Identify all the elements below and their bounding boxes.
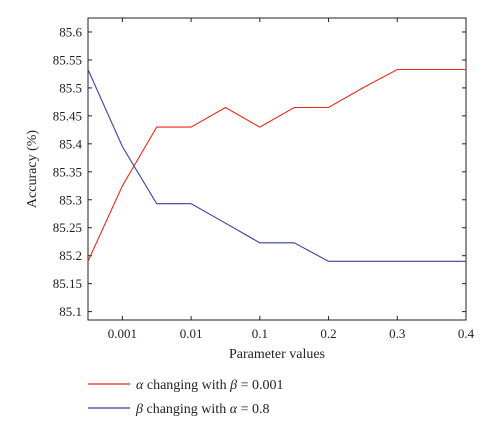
series-line-1 [87, 68, 466, 262]
x-axis-ticks: 0.001 0.01 0.1 0.2 0.3 0.4 [108, 18, 475, 341]
y-axis-title: Accuracy (%) [25, 130, 40, 208]
x-tick-label: 0.01 [180, 326, 203, 341]
x-tick-label: 0.4 [458, 326, 475, 341]
y-tick-label: 85.3 [59, 192, 82, 207]
legend: α changing with β = 0.001 β changing with… [88, 378, 283, 417]
x-tick-label: 0.3 [389, 326, 405, 341]
y-tick-label: 85.55 [53, 52, 82, 67]
y-tick-label: 85.35 [53, 164, 82, 179]
x-tick-label: 0.2 [320, 326, 336, 341]
series-lines [87, 68, 466, 262]
y-axis-ticks: 85.1 85.15 85.2 85.25 85.3 85.35 85.4 85.45 85.5… [53, 24, 466, 319]
y-tick-label: 85.2 [59, 248, 82, 263]
legend-label-1: α changing with β = 0.001 [136, 378, 283, 393]
x-tick-label: 0.1 [252, 326, 268, 341]
y-tick-label: 85.45 [53, 108, 82, 123]
y-tick-label: 85.4 [59, 136, 82, 151]
y-tick-label: 85.1 [59, 304, 82, 319]
y-tick-label: 85.15 [53, 276, 82, 291]
series-line-2 [87, 69, 466, 262]
x-axis-title: Parameter values [229, 347, 325, 362]
legend-label-2: β changing with α = 0.8 [135, 402, 269, 417]
y-tick-label: 85.25 [53, 220, 82, 235]
x-tick-label: 0.001 [108, 326, 137, 341]
plot-frame [87, 17, 467, 321]
y-tick-label: 85.5 [59, 80, 82, 95]
y-tick-label: 85.6 [59, 24, 82, 39]
